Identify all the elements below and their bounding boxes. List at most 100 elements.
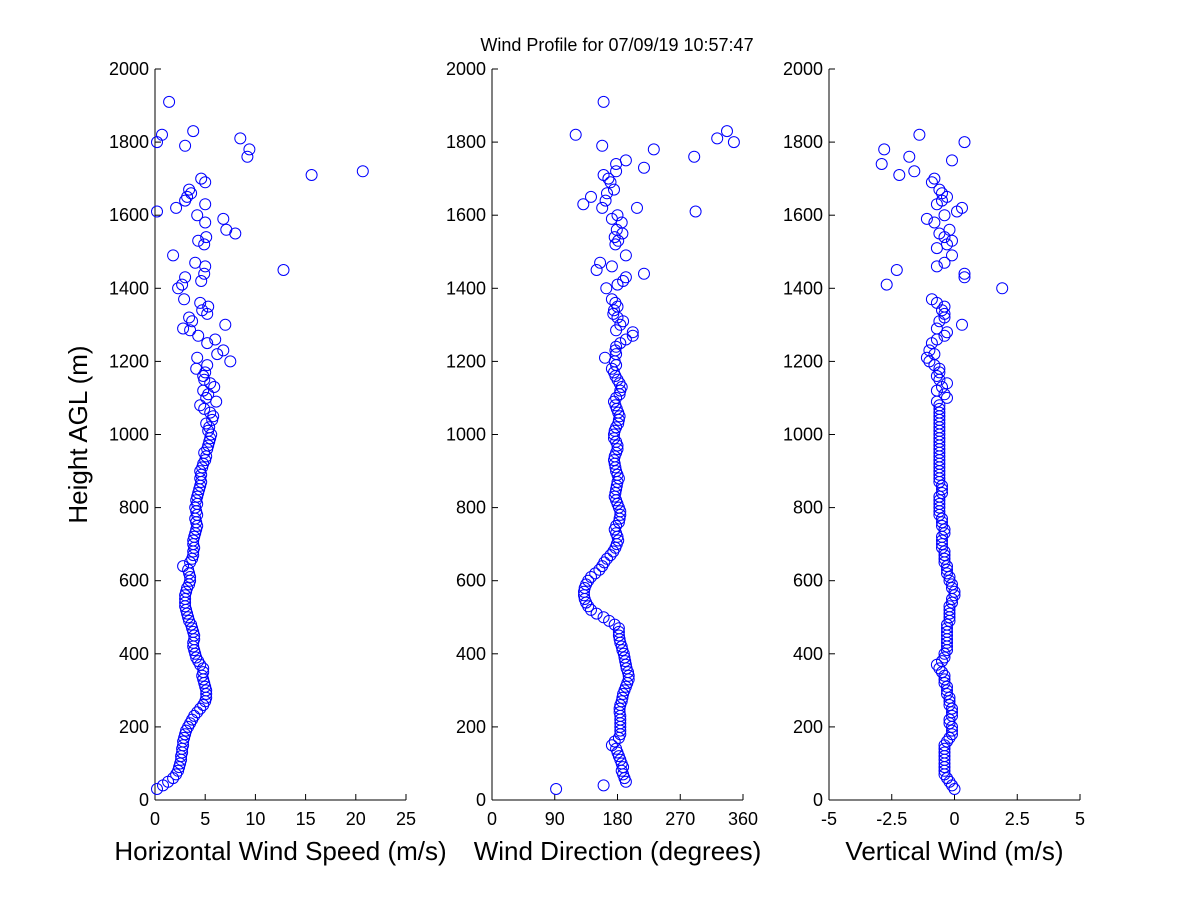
speed-data-point: [243, 143, 256, 156]
speed-data-point: [178, 293, 191, 306]
direction-data-point: [550, 783, 563, 795]
direction-data-point: [609, 238, 622, 251]
vertical-data-point: [941, 625, 953, 638]
direction-y-tick-label: 1800: [446, 132, 486, 152]
vertical-data-point: [943, 775, 956, 788]
speed-data-point: [172, 282, 185, 295]
direction-data-point: [569, 128, 582, 141]
speed-data-point: [190, 362, 203, 375]
speed-data-point: [174, 757, 187, 770]
vertical-data-point: [920, 212, 933, 225]
direction-data-point: [614, 318, 627, 331]
direction-data-point: [597, 169, 610, 181]
direction-data-point: [590, 264, 603, 276]
vertical-data-point: [946, 582, 958, 594]
speed-data-point: [194, 399, 207, 412]
speed-x-tick-label: 0: [150, 809, 160, 829]
vertical-data-point: [938, 549, 951, 562]
speed-y-tick-label: 0: [139, 790, 149, 810]
vertical-data-point: [930, 322, 943, 335]
direction-data-point: [727, 136, 740, 149]
speed-data-point: [305, 169, 318, 181]
vertical-data-point: [941, 688, 953, 700]
speed-data-point: [179, 271, 192, 284]
vertical-data-point: [943, 731, 956, 744]
direction-y-tick-label: 600: [456, 571, 486, 591]
speed-data-point: [183, 183, 196, 196]
direction-data-point: [612, 534, 625, 547]
speed-data-point: [183, 578, 196, 591]
speed-data-point: [199, 680, 212, 693]
speed-data-point: [189, 647, 202, 660]
speed-data-point: [234, 132, 247, 145]
direction-data-point: [711, 132, 724, 145]
vertical-data-point: [933, 399, 946, 412]
speed-data-point: [200, 231, 213, 244]
speed-data-point: [191, 351, 204, 364]
direction-data-point: [626, 329, 639, 342]
direction-data-point: [611, 443, 624, 456]
speed-y-tick-label: 2000: [109, 59, 149, 79]
speed-data-point: [181, 607, 194, 620]
vertical-data-point: [938, 329, 951, 342]
speed-data-point: [217, 212, 230, 225]
vertical-data-point: [946, 706, 958, 719]
speed-data-point: [207, 410, 220, 423]
vertical-y-tick-label: 200: [793, 717, 823, 737]
direction-data-point: [613, 377, 626, 390]
vertical-data-point: [946, 234, 958, 247]
vertical-data-point: [930, 260, 943, 273]
speed-data-point: [356, 165, 369, 178]
direction-data-point: [605, 260, 618, 273]
direction-data-point: [609, 296, 622, 309]
vertical-data-point: [893, 169, 906, 181]
vertical-x-tick-label: 5: [1075, 809, 1085, 829]
speed-data-point: [151, 783, 163, 795]
speed-data-point: [277, 264, 290, 276]
vertical-data-point: [933, 494, 946, 507]
vertical-data-point: [936, 534, 948, 547]
direction-x-label: Wind Direction (degrees): [474, 836, 762, 866]
direction-data-point: [599, 194, 612, 207]
speed-data-point: [199, 176, 212, 189]
speed-data-point: [176, 278, 189, 291]
vertical-data-point: [938, 300, 951, 313]
speed-y-tick-label: 1200: [109, 351, 149, 371]
speed-data-point: [170, 201, 183, 214]
speed-data-point: [193, 483, 206, 496]
direction-y-tick-label: 1000: [446, 425, 486, 445]
speed-data-point: [211, 348, 224, 361]
speed-data-point: [224, 355, 237, 368]
vertical-y-tick-label: 600: [793, 571, 823, 591]
direction-data-point: [596, 139, 609, 152]
speed-data-point: [192, 234, 205, 247]
vertical-y-tick-label: 1400: [783, 278, 823, 298]
speed-y-tick-label: 200: [119, 717, 149, 737]
vertical-data-point: [936, 666, 948, 679]
vertical-data-point: [938, 307, 951, 320]
direction-data-point: [721, 125, 733, 138]
speed-data-point: [219, 318, 232, 331]
direction-data-point: [610, 165, 623, 178]
direction-y-tick-label: 800: [456, 498, 486, 518]
direction-data-point: [582, 574, 595, 587]
speed-y-label: Height AGL (m): [63, 345, 93, 523]
vertical-data-point: [925, 293, 938, 306]
vertical-data-point: [936, 655, 948, 668]
direction-data-point: [618, 651, 631, 664]
vertical-data-point: [923, 344, 936, 357]
speed-x-tick-label: 5: [200, 809, 210, 829]
speed-data-point: [179, 728, 192, 741]
vertical-data-point: [948, 783, 961, 795]
vertical-data-point: [943, 600, 956, 613]
direction-data-point: [594, 256, 607, 269]
direction-data-point: [608, 454, 620, 467]
vertical-data-point: [938, 545, 951, 558]
vertical-data-point: [943, 713, 956, 726]
vertical-data-point: [946, 779, 958, 792]
direction-data-point: [596, 201, 609, 214]
vertical-data-point: [943, 607, 956, 620]
speed-data-point: [199, 216, 212, 229]
speed-data-point: [204, 432, 217, 445]
direction-data-point: [619, 271, 632, 284]
